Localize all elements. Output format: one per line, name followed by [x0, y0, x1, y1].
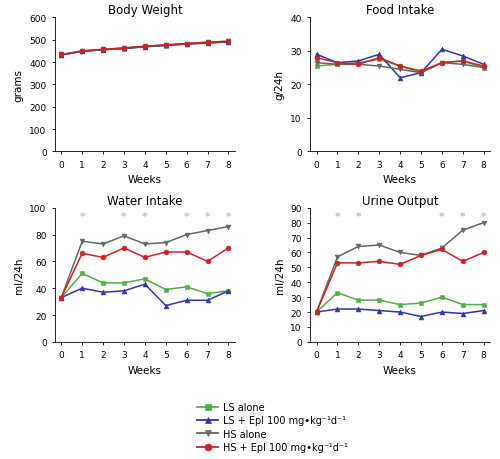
X-axis label: Weeks: Weeks	[383, 175, 417, 185]
X-axis label: Weeks: Weeks	[383, 365, 417, 375]
Y-axis label: ml/24h: ml/24h	[275, 257, 285, 293]
Title: Body Weight: Body Weight	[108, 4, 182, 17]
Text: *: *	[481, 212, 486, 222]
Y-axis label: g/24h: g/24h	[275, 70, 285, 100]
X-axis label: Weeks: Weeks	[128, 365, 162, 375]
Text: *: *	[439, 212, 444, 222]
Text: *: *	[334, 212, 340, 222]
Y-axis label: ml/24h: ml/24h	[14, 257, 24, 293]
Text: *: *	[80, 212, 85, 222]
Text: *: *	[205, 212, 210, 222]
Title: Food Intake: Food Intake	[366, 4, 434, 17]
Text: *: *	[142, 212, 148, 222]
X-axis label: Weeks: Weeks	[128, 175, 162, 185]
Legend: LS alone, LS + Epl 100 mg•kg⁻¹d⁻¹, HS alone, HS + Epl 100 mg•kg⁻¹d⁻¹: LS alone, LS + Epl 100 mg•kg⁻¹d⁻¹, HS al…	[195, 400, 350, 454]
Text: *: *	[121, 212, 127, 222]
Y-axis label: grams: grams	[14, 69, 24, 102]
Text: *: *	[460, 212, 466, 222]
Title: Urine Output: Urine Output	[362, 194, 438, 207]
Text: *: *	[226, 212, 232, 222]
Text: *: *	[184, 212, 190, 222]
Title: Water Intake: Water Intake	[107, 194, 182, 207]
Text: *: *	[356, 212, 361, 222]
